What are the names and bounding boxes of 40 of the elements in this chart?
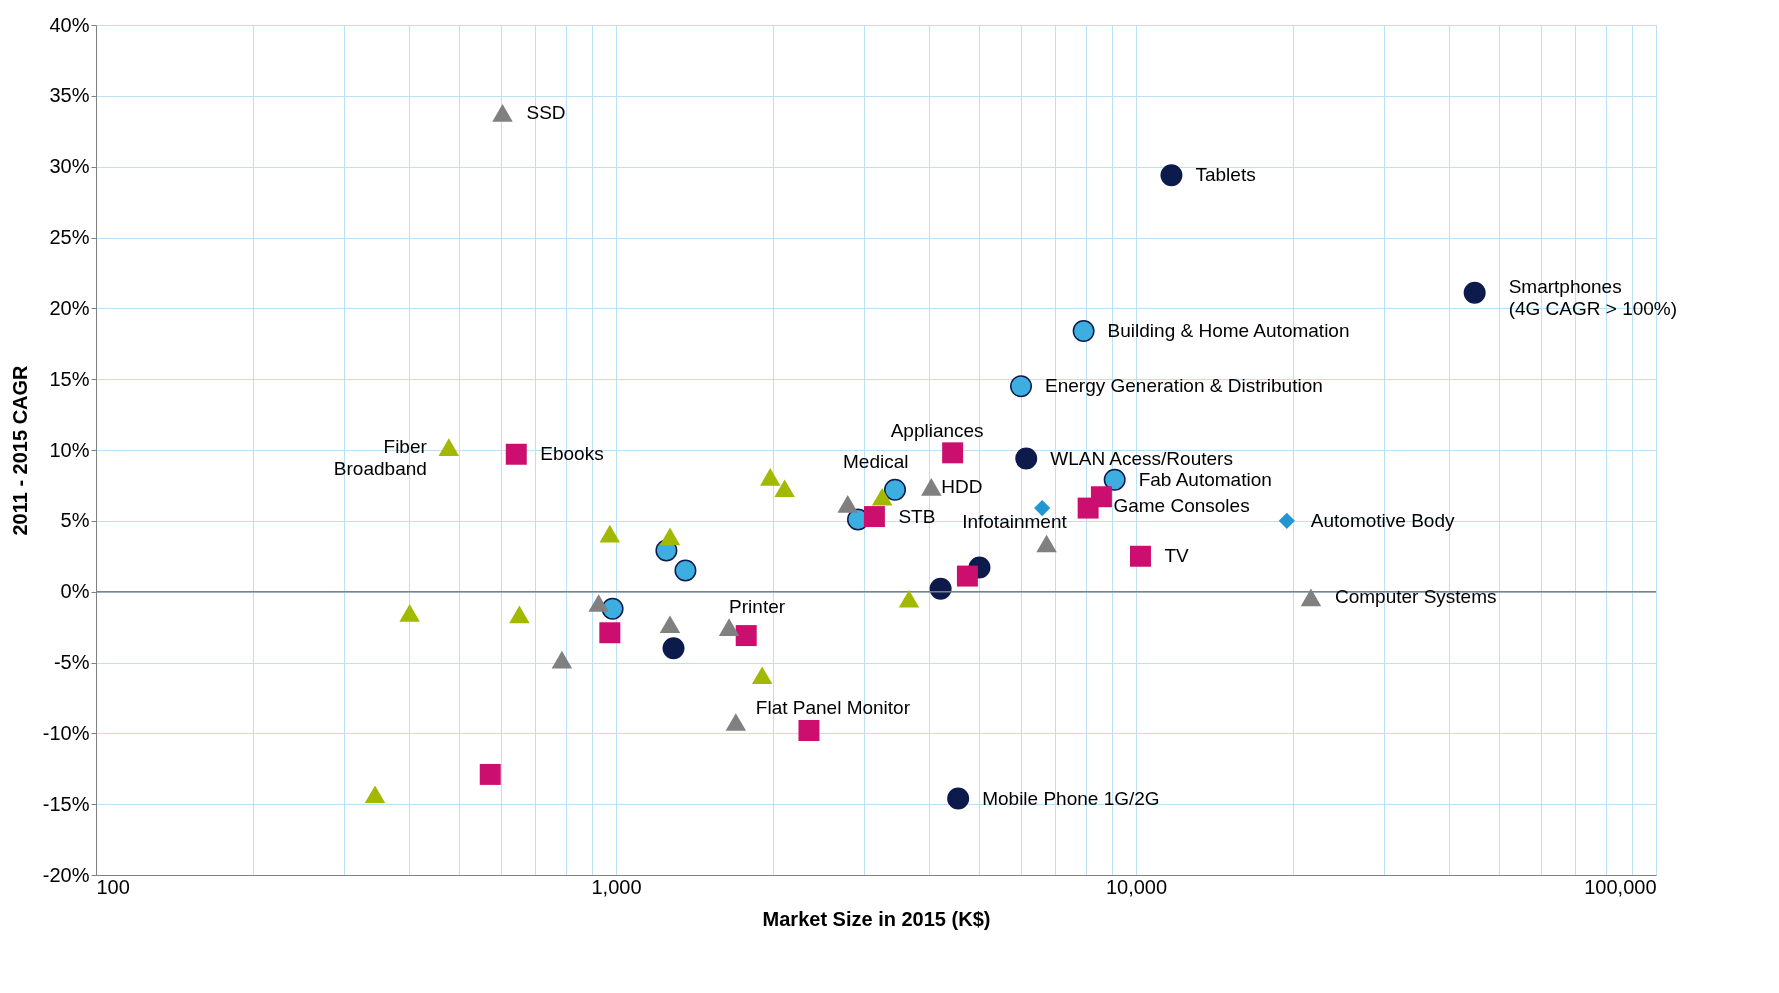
y-tick-label: 0% (60, 580, 90, 603)
annotation: Smartphones (4G CAGR > 100%) (1508, 275, 1678, 319)
annotation: Appliances (890, 419, 984, 441)
annotation: WLAN Acess/Routers (1050, 447, 1233, 469)
annotation: Printer (729, 596, 786, 618)
x-tick-label: 1,000 (591, 875, 642, 898)
y-tick-label: -10% (42, 721, 90, 744)
annotation: Computer Systems (1334, 586, 1497, 608)
annotation: Tablets (1195, 164, 1256, 186)
annotation: Medical (843, 450, 909, 472)
annotation: Game Consoles (1113, 494, 1250, 516)
x-axis-title: Market Size in 2015 (K$) (762, 907, 991, 930)
y-axis-title: 2011 - 2015 CAGR (8, 364, 31, 536)
annotation: Building & Home Automation (1107, 320, 1350, 341)
y-tick-label: 15% (49, 367, 90, 390)
annotation: Energy Generation & Distribution (1045, 375, 1323, 397)
y-tick-label: -20% (42, 863, 90, 886)
annotation: Fiber Broadband (333, 436, 428, 480)
x-tick-label: 100 (96, 875, 130, 898)
x-tick-label: 100,000 (1584, 875, 1657, 898)
annotation: TV (1164, 545, 1190, 567)
annotation: Flat Panel Monitor (755, 697, 911, 718)
annotation: SSD (526, 101, 566, 123)
x-tick-label: 10,000 (1105, 875, 1168, 898)
y-tick-label: 5% (60, 509, 90, 532)
y-tick-label: 25% (49, 226, 90, 248)
y-tick-label: -5% (53, 651, 90, 673)
annotation: Fab Automation (1138, 468, 1272, 490)
annotation: Automotive Body (1310, 509, 1455, 531)
annotation: Ebooks (540, 443, 604, 465)
annotation: Infotainment (962, 511, 1068, 533)
annotation: STB (898, 505, 936, 527)
y-tick-label: 35% (49, 84, 90, 107)
y-tick-label: 20% (49, 296, 90, 319)
annotation: Mobile Phone 1G/2G (982, 787, 1160, 809)
annotation: HDD (941, 475, 983, 497)
y-tick-label: 30% (49, 155, 90, 178)
y-tick-label: 40% (49, 13, 90, 36)
y-tick-label: 10% (49, 438, 90, 461)
y-tick-label: -15% (42, 792, 90, 815)
